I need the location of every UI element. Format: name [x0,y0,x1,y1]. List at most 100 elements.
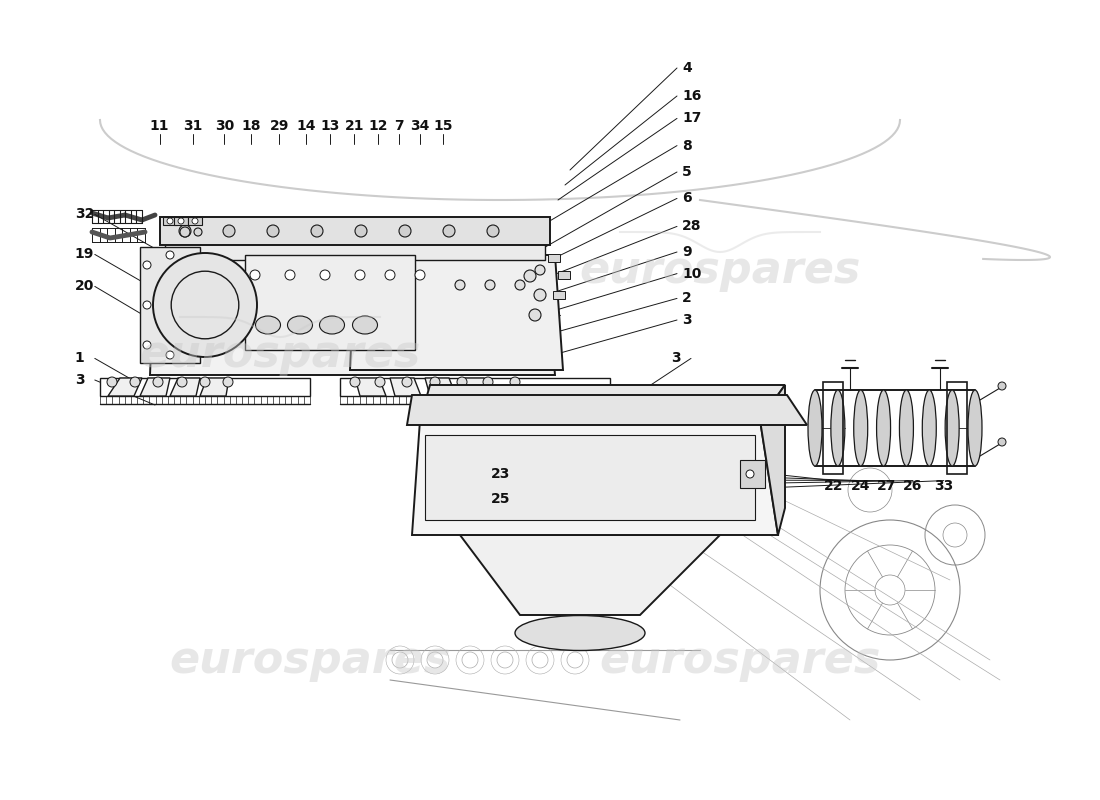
Bar [174,217,188,225]
Polygon shape [420,385,785,420]
Text: 20: 20 [75,279,95,294]
Bar [245,255,415,350]
Bar [558,271,570,279]
Bar [947,382,967,474]
Circle shape [200,377,210,387]
Text: 7: 7 [395,119,404,134]
Bar [160,217,550,245]
Circle shape [524,270,536,282]
Bar [823,382,843,474]
Circle shape [320,270,330,280]
Circle shape [194,228,202,236]
Text: 6: 6 [682,191,692,206]
Ellipse shape [255,316,280,334]
Text: 33: 33 [934,478,954,493]
Circle shape [385,270,395,280]
Polygon shape [407,395,807,425]
Polygon shape [150,255,556,375]
Text: 27: 27 [877,478,896,493]
Ellipse shape [922,390,936,466]
Circle shape [285,270,295,280]
Ellipse shape [515,615,645,650]
Text: 22: 22 [824,478,844,493]
Text: 18: 18 [241,119,261,134]
Circle shape [178,218,184,224]
Text: 4: 4 [682,61,692,75]
Circle shape [534,289,546,301]
Ellipse shape [287,316,312,334]
Polygon shape [425,378,456,396]
Polygon shape [355,378,386,396]
Circle shape [402,377,412,387]
Circle shape [167,218,173,224]
Bar [553,291,565,299]
Bar [425,435,755,520]
Circle shape [223,225,235,237]
Circle shape [430,377,440,387]
Text: 24: 24 [850,478,870,493]
Text: 14: 14 [296,119,316,134]
Polygon shape [412,420,778,535]
Text: 5: 5 [682,165,692,179]
Ellipse shape [352,316,377,334]
Circle shape [153,377,163,387]
Polygon shape [460,535,720,615]
Circle shape [143,301,151,309]
Circle shape [998,438,1006,446]
Polygon shape [170,378,200,396]
Bar [188,217,202,225]
Circle shape [166,351,174,359]
Circle shape [143,261,151,269]
Circle shape [179,225,191,237]
Bar [100,378,310,396]
Circle shape [515,280,525,290]
Text: 28: 28 [682,219,702,234]
Circle shape [177,377,187,387]
Polygon shape [140,378,170,396]
Circle shape [455,280,465,290]
Text: 31: 31 [183,119,202,134]
Ellipse shape [153,253,257,357]
Text: 15: 15 [433,119,453,134]
Text: 19: 19 [75,247,95,262]
Ellipse shape [854,390,868,466]
Text: 3: 3 [75,373,85,387]
Circle shape [375,377,385,387]
Ellipse shape [877,390,891,466]
Bar [140,247,200,363]
Text: 3: 3 [682,313,692,327]
Polygon shape [390,378,421,396]
Text: 26: 26 [903,478,923,493]
Ellipse shape [830,390,845,466]
Circle shape [267,225,279,237]
Ellipse shape [319,316,344,334]
Ellipse shape [900,390,913,466]
Circle shape [535,265,544,275]
Bar [548,254,560,262]
Bar [163,217,177,225]
Text: 2: 2 [682,291,692,306]
Circle shape [130,377,140,387]
Circle shape [998,382,1006,390]
Circle shape [510,377,520,387]
Text: 23: 23 [491,467,510,482]
Circle shape [192,218,198,224]
Circle shape [443,225,455,237]
Circle shape [180,227,190,237]
Text: 16: 16 [682,89,702,103]
Circle shape [350,377,360,387]
Polygon shape [350,255,563,370]
Text: eurospares: eurospares [169,638,451,682]
Text: 30: 30 [214,119,234,134]
Text: 21: 21 [344,119,364,134]
Circle shape [311,225,323,237]
Text: eurospares: eurospares [140,334,420,377]
Circle shape [107,377,117,387]
Text: 34: 34 [410,119,430,134]
Text: 3: 3 [671,351,681,366]
Text: 10: 10 [682,266,702,281]
Text: 1: 1 [75,351,85,366]
Circle shape [456,377,468,387]
Text: 12: 12 [368,119,388,134]
Circle shape [399,225,411,237]
